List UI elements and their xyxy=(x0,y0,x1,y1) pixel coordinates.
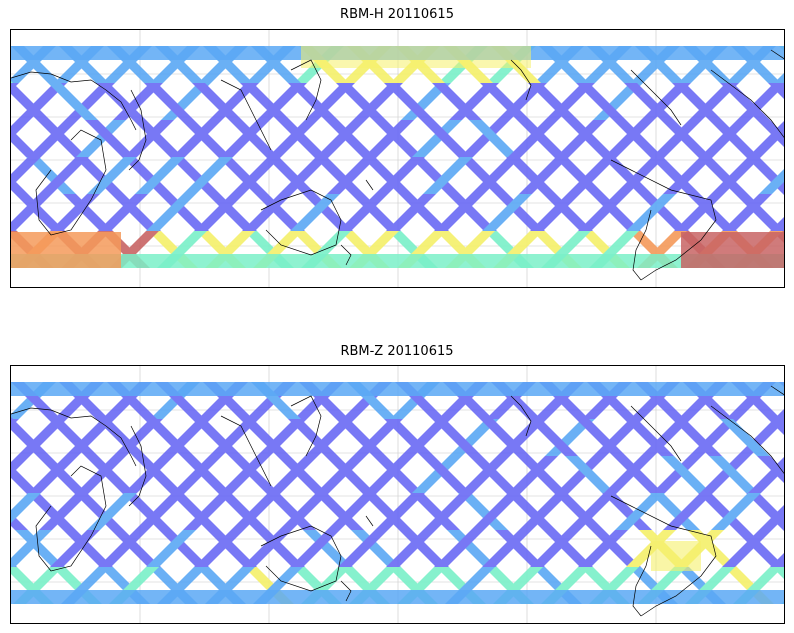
high-value-area xyxy=(301,46,531,68)
map-panel-top xyxy=(10,29,785,288)
map-panel-bottom xyxy=(10,365,785,624)
north-swath-band xyxy=(11,382,785,396)
south-swath-band xyxy=(11,590,785,604)
high-value-area xyxy=(11,232,121,268)
swath-map-bottom xyxy=(11,366,785,624)
swath-map-top xyxy=(11,30,785,288)
high-value-area xyxy=(651,541,701,571)
map-title-top: RBM-H 20110615 xyxy=(0,7,794,22)
south-swath-band xyxy=(11,254,785,268)
map-title-bottom: RBM-Z 20110615 xyxy=(0,344,794,359)
high-value-area xyxy=(681,232,785,268)
